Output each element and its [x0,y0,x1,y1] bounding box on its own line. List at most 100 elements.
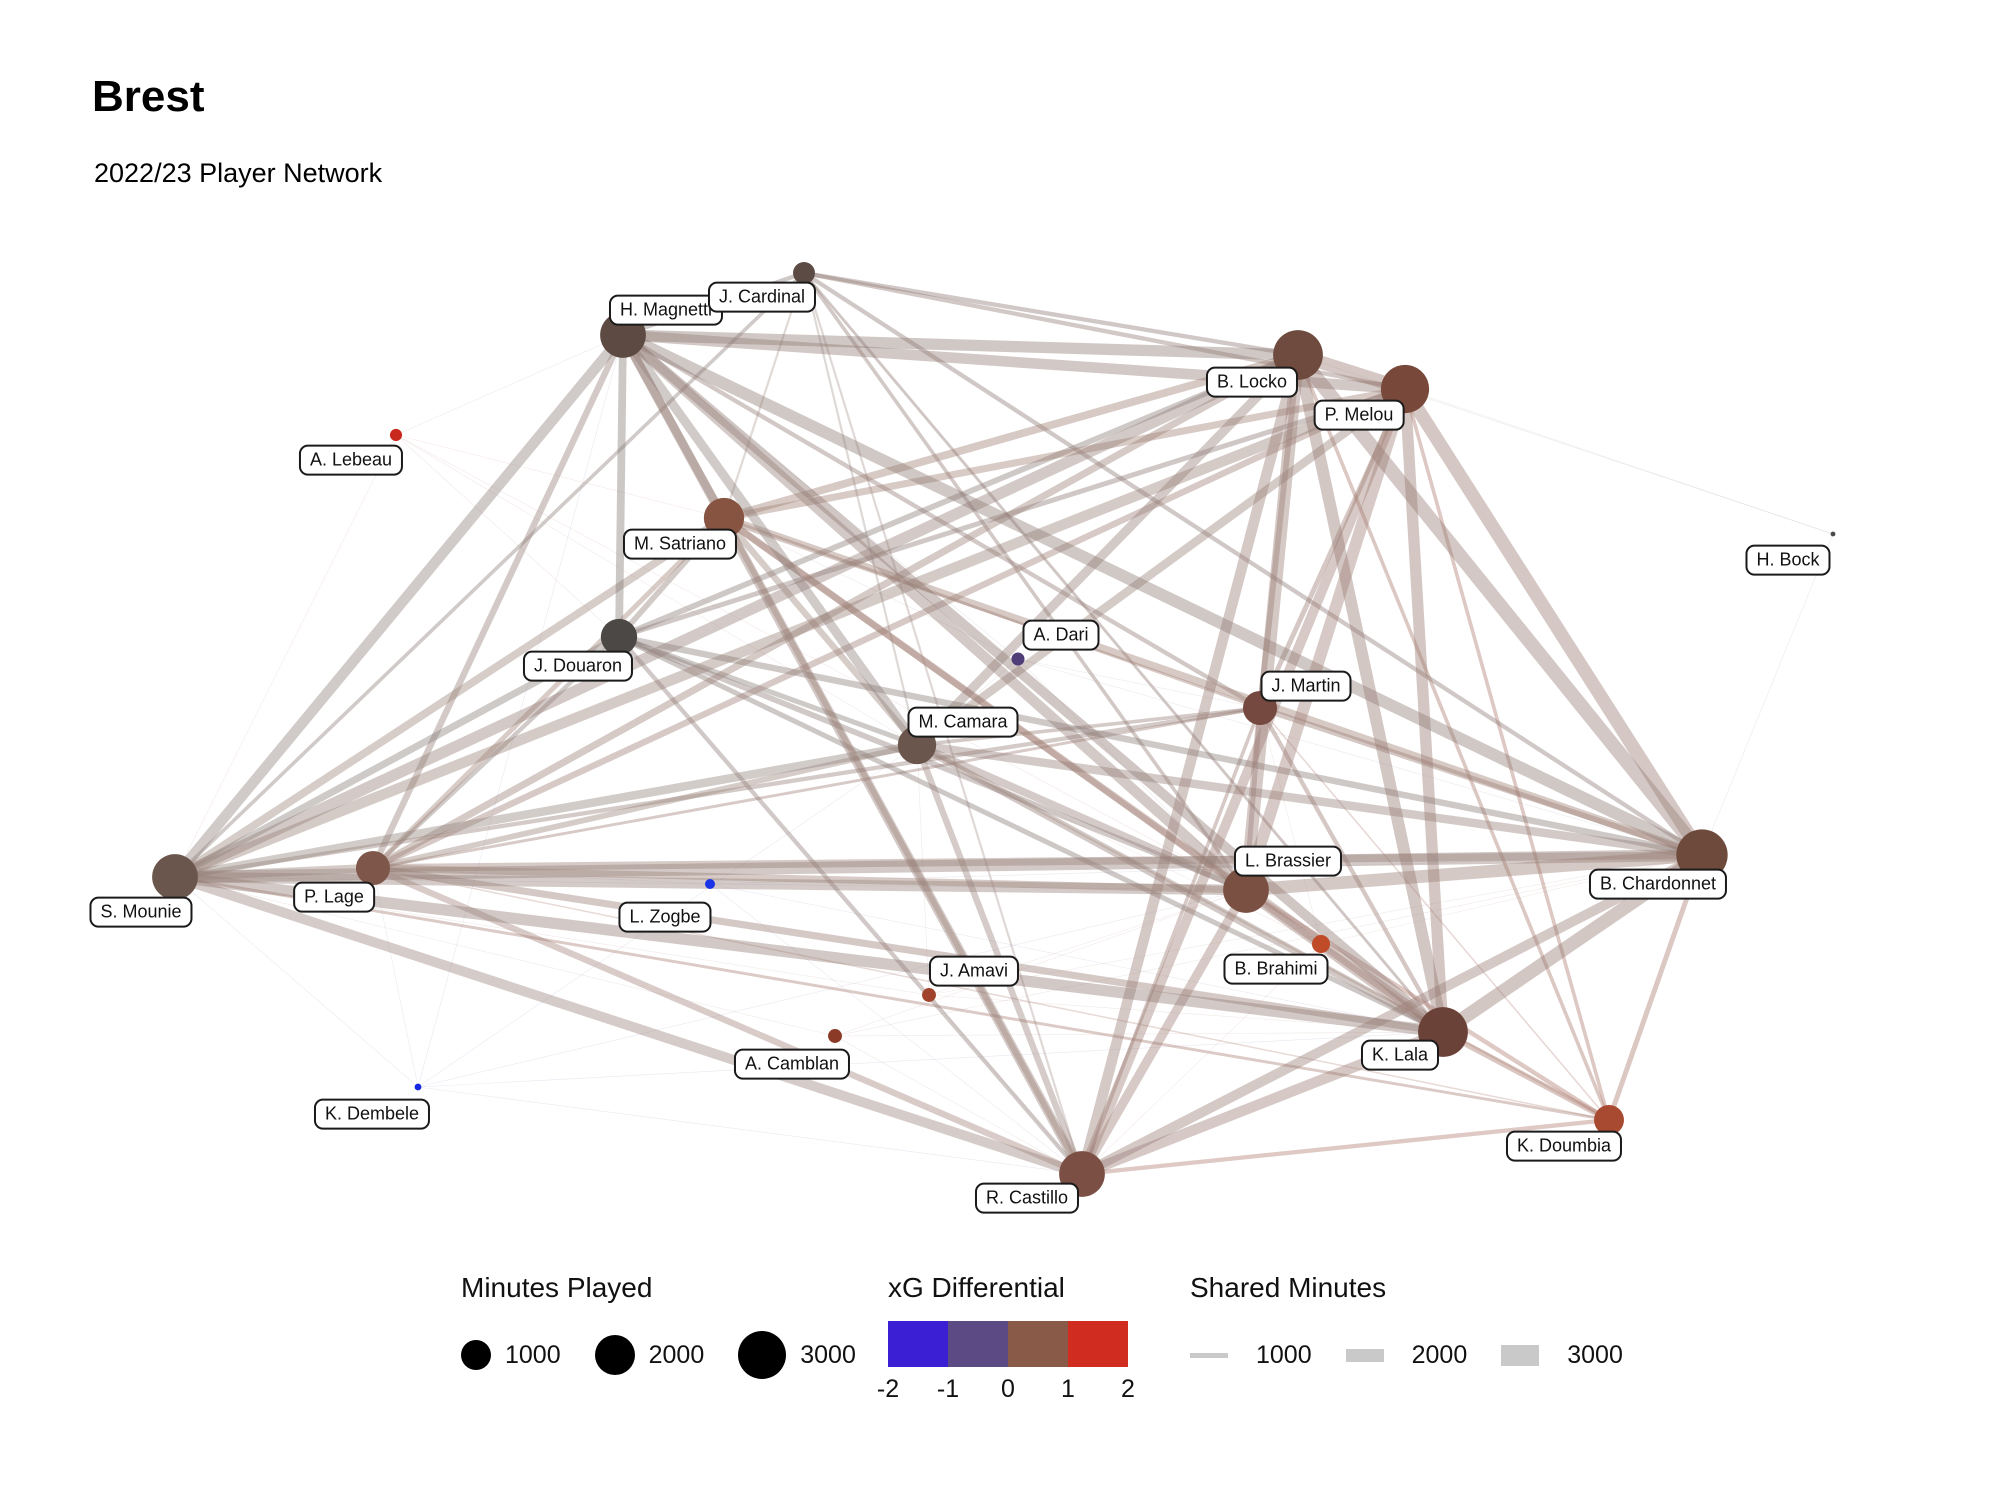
player-node [1830,531,1836,537]
player-label: H. Bock [1745,544,1831,576]
player-label: J. Amavi [928,955,1020,987]
shared-minutes-edge [174,871,1444,1038]
shared-minutes-edge [709,883,1444,1033]
shared-minutes-edge [834,889,1247,1037]
shared-minutes-edge [173,271,806,879]
shared-minutes-edge [1240,387,1411,892]
player-node [1594,1105,1624,1135]
legend-shared-title: Shared Minutes [1190,1272,1387,1303]
player-label: A. Lebeau [298,444,404,476]
shared-minutes-edge [173,872,1084,1179]
shared-minutes-edge [709,883,1083,1175]
shared-minutes-edge [802,272,1445,1033]
shared-minutes-edge [1244,888,1611,1122]
player-label: J. Martin [1260,670,1352,702]
player-node [828,1029,842,1043]
shared-minutes-edge [1077,387,1410,1176]
shared-minutes-edge [617,634,1248,893]
shared-minutes-edge [618,634,918,748]
shared-minutes-edge [618,633,1703,859]
shared-minutes-edge [723,385,1406,522]
legend-minutes-title: Minutes Played [461,1272,653,1303]
shared-minutes-edge [928,854,1703,996]
shared-minutes-edge [395,434,1247,891]
shared-minutes-edge [372,864,1444,1036]
player-node [704,878,716,890]
width-swatch-bar [1501,1344,1540,1366]
player-label: R. Castillo [974,1182,1080,1214]
shared-minutes-edge [1292,350,1708,860]
player-label: M. Satriano [622,528,738,560]
player-label: A. Dari [1022,619,1100,651]
width-swatch-value: 3000 [1567,1340,1623,1369]
legend-minutes-row: 1000 2000 3000 [461,1330,890,1380]
shared-minutes-edge [915,741,1248,894]
player-label: H. Magnetti [608,294,724,326]
player-node [600,618,638,656]
shared-minutes-edge [1076,353,1304,1176]
shared-minutes-edge [371,865,1084,1177]
size-swatch-circle [461,1340,491,1370]
player-label: B. Chardonnet [1588,868,1728,900]
shared-minutes-edge [1258,706,1445,1034]
width-swatch-value: 1000 [1256,1340,1312,1369]
size-swatch-value: 3000 [800,1340,856,1369]
player-node [152,854,198,900]
shared-minutes-edge [723,517,1019,660]
shared-minutes-edge [174,863,374,882]
player-node [1011,652,1025,666]
shared-minutes-edge [395,434,620,638]
shared-minutes-edge [1017,658,1261,709]
player-label: M. Camara [907,706,1019,738]
shared-minutes-edge [372,867,1610,1121]
shared-minutes-edge [372,706,1261,870]
legend-xg-title: xG Differential [888,1272,1065,1303]
player-node [793,262,815,284]
shared-minutes-edge [618,332,1087,1177]
shared-minutes-edge [1399,388,1449,1033]
shared-minutes-edge [174,740,918,882]
shared-minutes-edge [174,434,397,878]
shared-minutes-edge [172,514,727,881]
width-swatch-bar [1190,1352,1228,1358]
shared-minutes-edge [174,705,1261,880]
shared-minutes-edge [1242,885,1447,1037]
shared-minutes-edge [1080,707,1262,1175]
shared-minutes-edge [395,434,725,519]
size-swatch-circle [594,1335,635,1375]
player-label: J. Douaron [522,650,634,682]
xg-tick-label: -2 [876,1375,900,1403]
xg-tick-label: 0 [1001,1375,1015,1403]
size-swatch-circle [738,1331,787,1379]
player-node [922,988,936,1002]
xg-colorbar-ticks: -2 -1 0 1 2 [877,1375,1135,1405]
shared-minutes-edge [721,515,920,748]
xg-color-segment [888,1321,948,1367]
shared-minutes-edge [417,1086,1083,1175]
shared-minutes-edge [913,351,1302,749]
shared-minutes-edge [172,349,1301,883]
legend-shared-row: 1000 2000 3000 [1190,1330,1657,1380]
shared-minutes-edge [372,851,1703,872]
player-label: P. Melou [1313,399,1405,431]
shared-minutes-edge [615,334,627,638]
legend-xg-differential: xG Differential -2 -1 0 1 2 [877,1272,1135,1405]
shared-minutes-edge [1257,387,1408,710]
legend-shared-minutes: Shared Minutes 1000 2000 3000 [1190,1272,1657,1380]
legend-minutes-played: Minutes Played 1000 2000 3000 [461,1272,890,1380]
shared-minutes-edge [916,744,930,996]
player-node [1311,934,1331,954]
legend-shared-item: 1000 [1190,1341,1346,1370]
xg-tick-label: 1 [1061,1375,1075,1403]
player-label: A. Camblan [733,1048,851,1080]
legend-shared-item: 2000 [1345,1341,1502,1370]
shared-minutes-edge [1399,385,1708,859]
shared-minutes-edge [1441,1029,1611,1123]
shared-minutes-edge [372,742,918,871]
shared-minutes-edge [916,706,1261,747]
player-label: B. Locko [1205,366,1299,398]
shared-minutes-edge [916,744,1610,1121]
xg-tick-label: -1 [936,1375,960,1403]
shared-minutes-edge [372,867,711,885]
shared-minutes-edge [1404,388,1834,535]
